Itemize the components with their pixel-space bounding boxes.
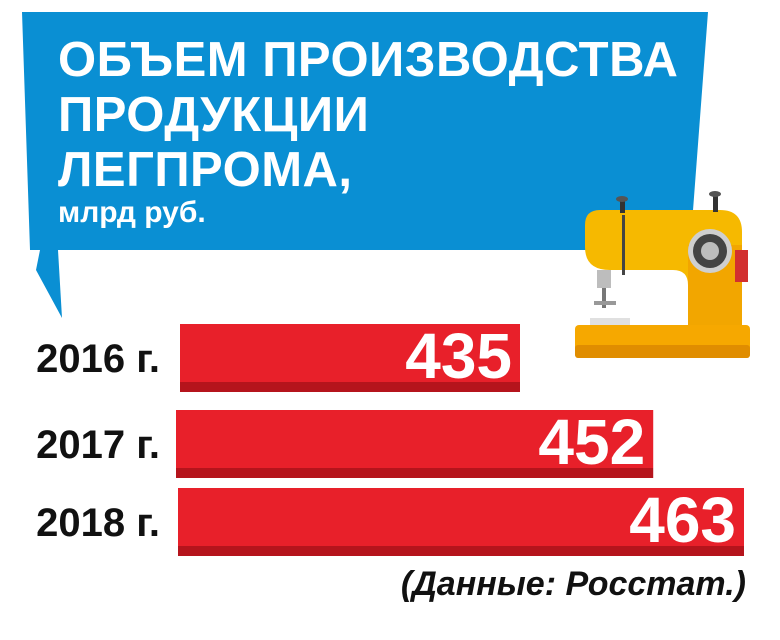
sewing-machine-icon [575, 191, 750, 358]
source-note: (Данные: Росстат.) [400, 565, 746, 603]
bar-2 [178, 488, 744, 546]
title-banner [22, 12, 708, 318]
value-label-0: 435 [405, 320, 512, 392]
bar-shadow-1 [176, 468, 654, 478]
category-label-1: 2017 г. [36, 423, 160, 467]
bars-layer: 2016 г. 435 2017 г. 452 2018 г. 463 [36, 320, 744, 556]
chart-title-line-2: ПРОДУКЦИИ [58, 88, 370, 142]
bar-1 [176, 410, 654, 468]
category-label-2: 2018 г. [36, 501, 160, 545]
value-label-2: 463 [629, 484, 736, 556]
chart-title-line-1: ОБЪЕМ ПРОИЗВОДСТВА [58, 33, 679, 87]
chart-title-line-3: ЛЕГПРОМА, [58, 143, 353, 197]
bar-shadow-2 [178, 546, 744, 556]
bar-shadow-0 [180, 382, 520, 392]
value-label-1: 452 [538, 406, 645, 478]
category-label-0: 2016 г. [36, 337, 160, 381]
title-banner-shape [22, 12, 708, 318]
chart-subtitle: млрд руб. [58, 196, 206, 229]
bar-0 [180, 324, 520, 382]
